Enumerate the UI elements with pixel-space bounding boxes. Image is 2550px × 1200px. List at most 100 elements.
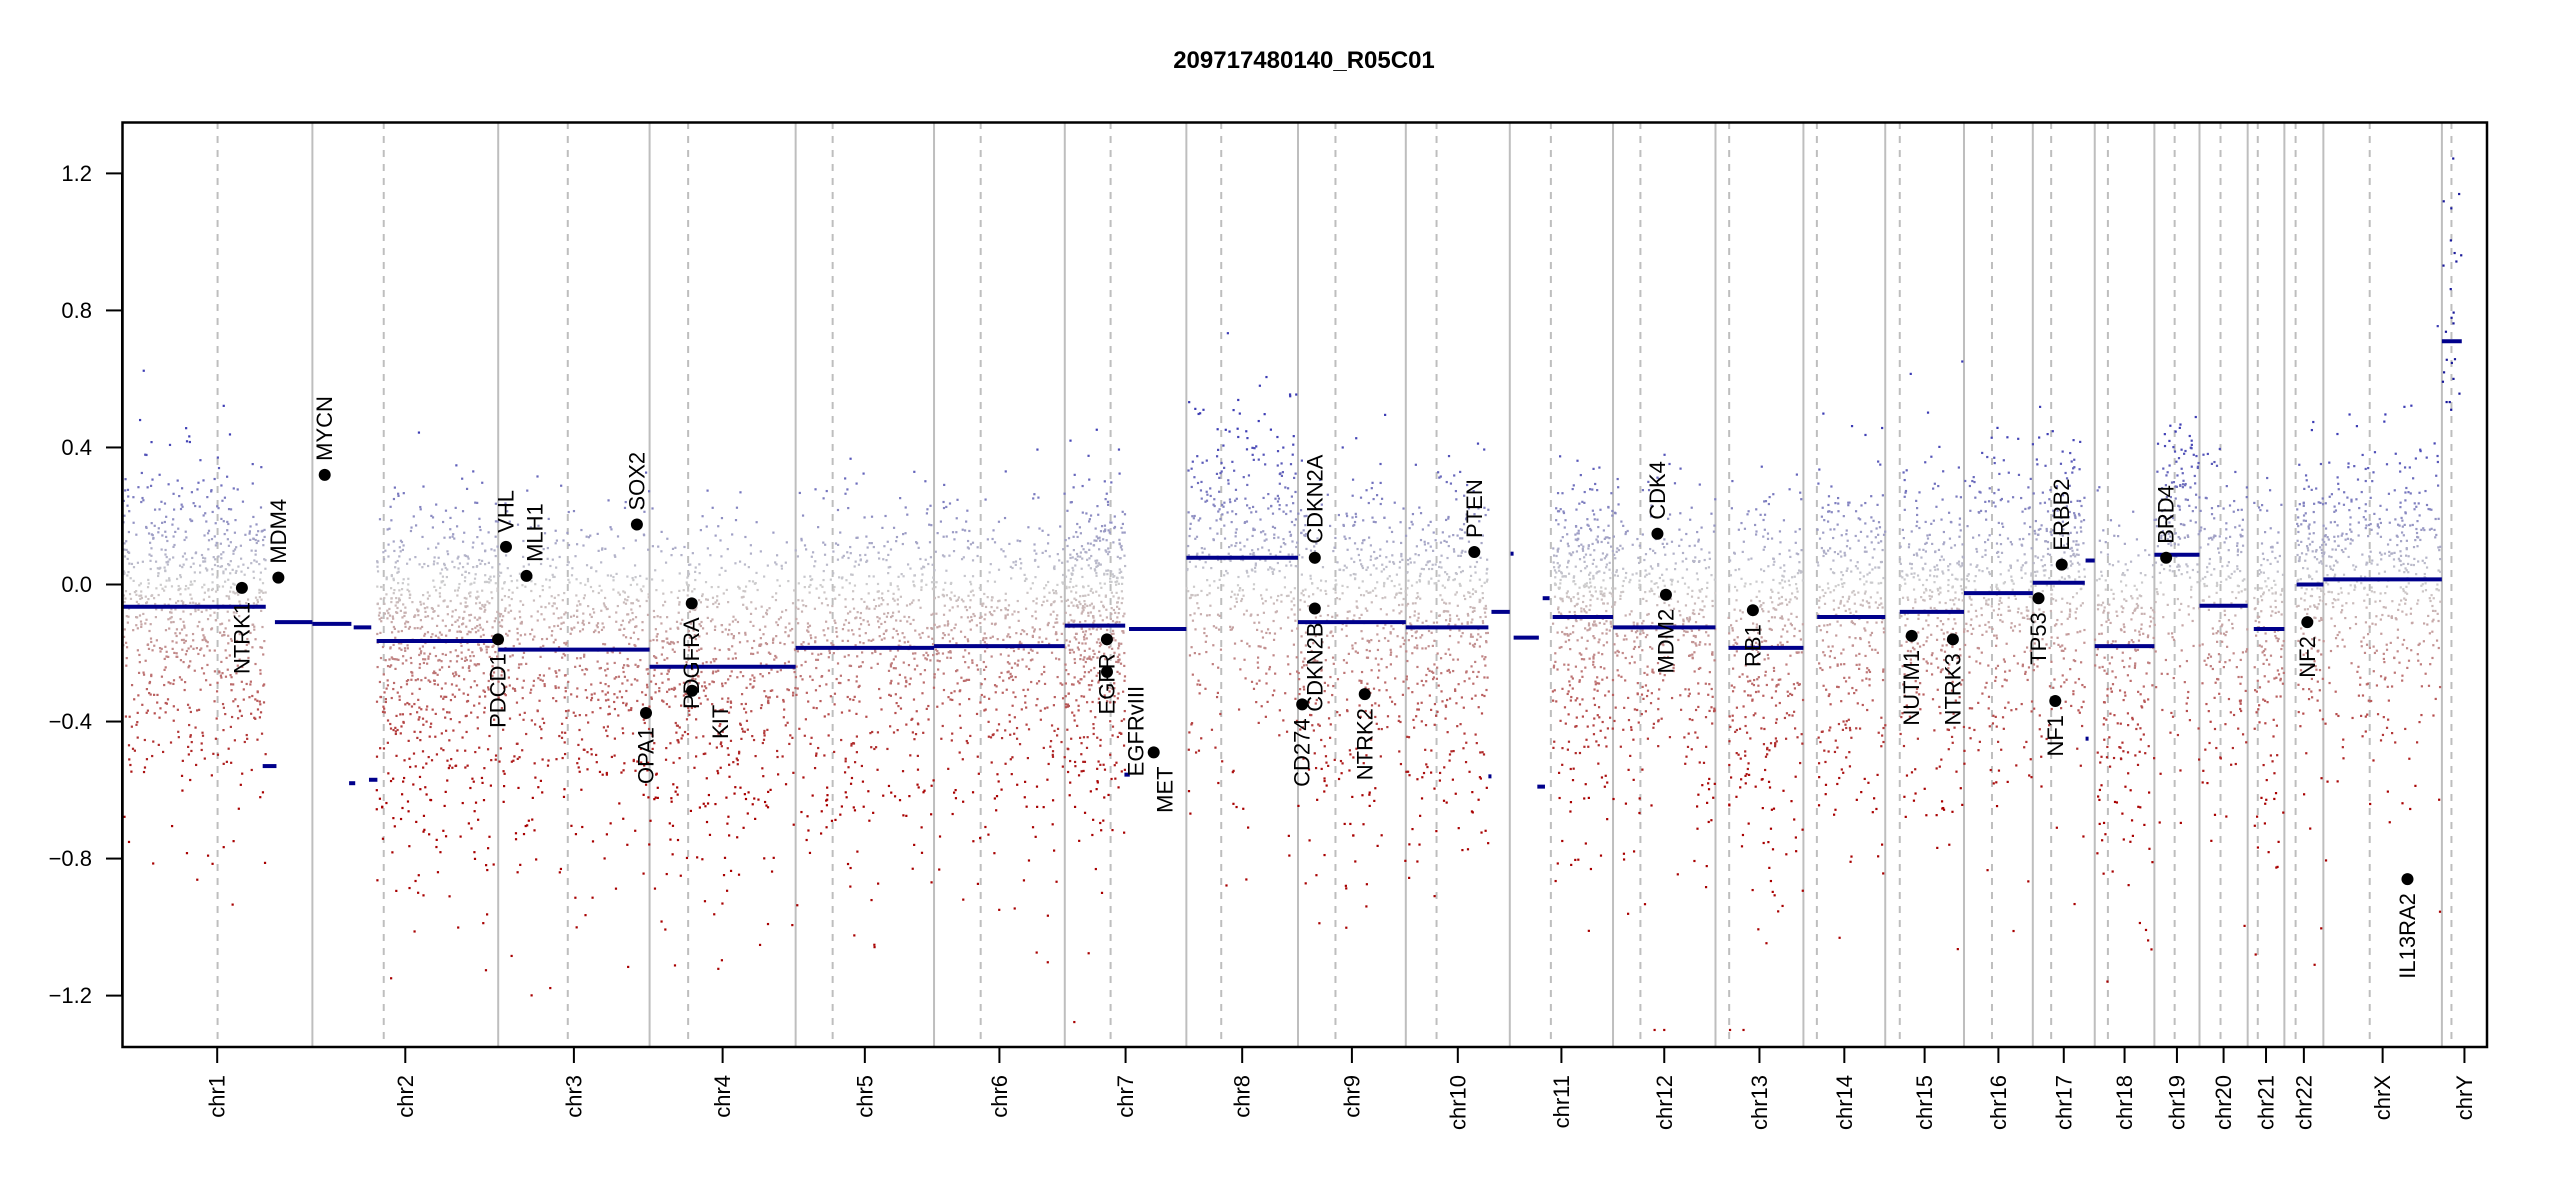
probe-point [467, 571, 471, 575]
probe-point [1072, 486, 1075, 489]
probe-point [896, 728, 899, 732]
probe-point [983, 650, 987, 653]
probe-point [951, 606, 954, 609]
probe-point [1252, 583, 1256, 586]
probe-point [905, 814, 908, 817]
probe-point [376, 561, 379, 564]
probe-point [1326, 493, 1329, 496]
probe-point [731, 620, 735, 623]
probe-point [807, 630, 810, 633]
probe-point [560, 722, 564, 725]
probe-point [450, 758, 453, 761]
probe-point [580, 788, 583, 791]
probe-point [1228, 498, 1232, 501]
probe-point [975, 664, 979, 667]
probe-point [1089, 542, 1092, 545]
probe-point [595, 761, 598, 764]
probe-point [200, 553, 204, 557]
probe-point [160, 608, 163, 612]
probe-point [1121, 522, 1124, 526]
probe-point [165, 650, 168, 653]
probe-point [796, 555, 800, 558]
probe-point [698, 623, 701, 626]
probe-point [1256, 548, 1260, 551]
probe-point [444, 835, 448, 838]
probe-point [1117, 448, 1121, 451]
probe-point [1051, 750, 1055, 753]
probe-point [843, 655, 846, 658]
probe-point [1025, 577, 1028, 581]
probe-point [1036, 448, 1039, 451]
probe-point [833, 692, 837, 695]
probe-point [530, 688, 533, 691]
probe-point [923, 789, 926, 792]
probe-point [1113, 687, 1116, 690]
probe-point [490, 759, 493, 762]
probe-point [137, 486, 140, 489]
probe-point [691, 674, 694, 677]
probe-point [654, 682, 658, 686]
probe-point [1103, 652, 1106, 655]
probe-point [840, 711, 844, 714]
probe-point [252, 570, 255, 573]
probe-point [1002, 638, 1005, 642]
probe-point [771, 595, 774, 599]
probe-point [538, 699, 541, 702]
probe-point [1098, 548, 1101, 551]
probe-point [797, 582, 800, 585]
probe-point [1106, 628, 1109, 632]
probe-point [466, 699, 470, 703]
probe-point [567, 561, 570, 564]
probe-point [1257, 656, 1260, 659]
probe-point [1265, 375, 1268, 379]
probe-point [1073, 636, 1076, 639]
probe-point [461, 636, 464, 639]
probe-point [564, 611, 567, 614]
probe-point [416, 626, 419, 630]
probe-point [385, 578, 388, 581]
probe-point [1042, 746, 1045, 750]
probe-point [1080, 678, 1083, 681]
probe-point [1000, 671, 1003, 674]
probe-point [1083, 811, 1087, 814]
probe-point [486, 580, 489, 584]
probe-point [1089, 567, 1092, 570]
probe-point [228, 564, 231, 567]
probe-point [445, 634, 448, 637]
probe-point [913, 574, 916, 577]
probe-point [942, 613, 946, 616]
probe-point [406, 588, 409, 591]
probe-point [1192, 585, 1196, 588]
probe-point [880, 638, 883, 641]
probe-point [376, 565, 379, 568]
probe-point [814, 641, 817, 644]
probe-point [539, 655, 542, 658]
probe-point [622, 547, 625, 550]
probe-point [145, 453, 148, 457]
probe-point [197, 608, 200, 611]
probe-point [943, 624, 946, 627]
probe-point [775, 656, 778, 659]
probe-point [892, 611, 895, 614]
probe-point [1214, 746, 1217, 749]
probe-point [675, 620, 679, 623]
probe-point [1010, 577, 1013, 580]
probe-point [1109, 617, 1112, 621]
probe-point [238, 614, 241, 618]
probe-point [561, 599, 564, 602]
probe-point [1098, 687, 1101, 690]
probe-point [731, 645, 734, 648]
probe-point [1242, 594, 1245, 597]
probe-point [202, 654, 206, 657]
probe-point [801, 514, 805, 517]
probe-point [983, 678, 987, 681]
probe-point [933, 623, 936, 626]
probe-point [639, 588, 643, 591]
probe-point [822, 629, 825, 632]
probe-point [1208, 592, 1211, 595]
probe-point [525, 732, 528, 736]
probe-point [1278, 507, 1281, 511]
probe-point [721, 630, 724, 634]
probe-point [1098, 536, 1101, 539]
probe-point [259, 571, 262, 574]
